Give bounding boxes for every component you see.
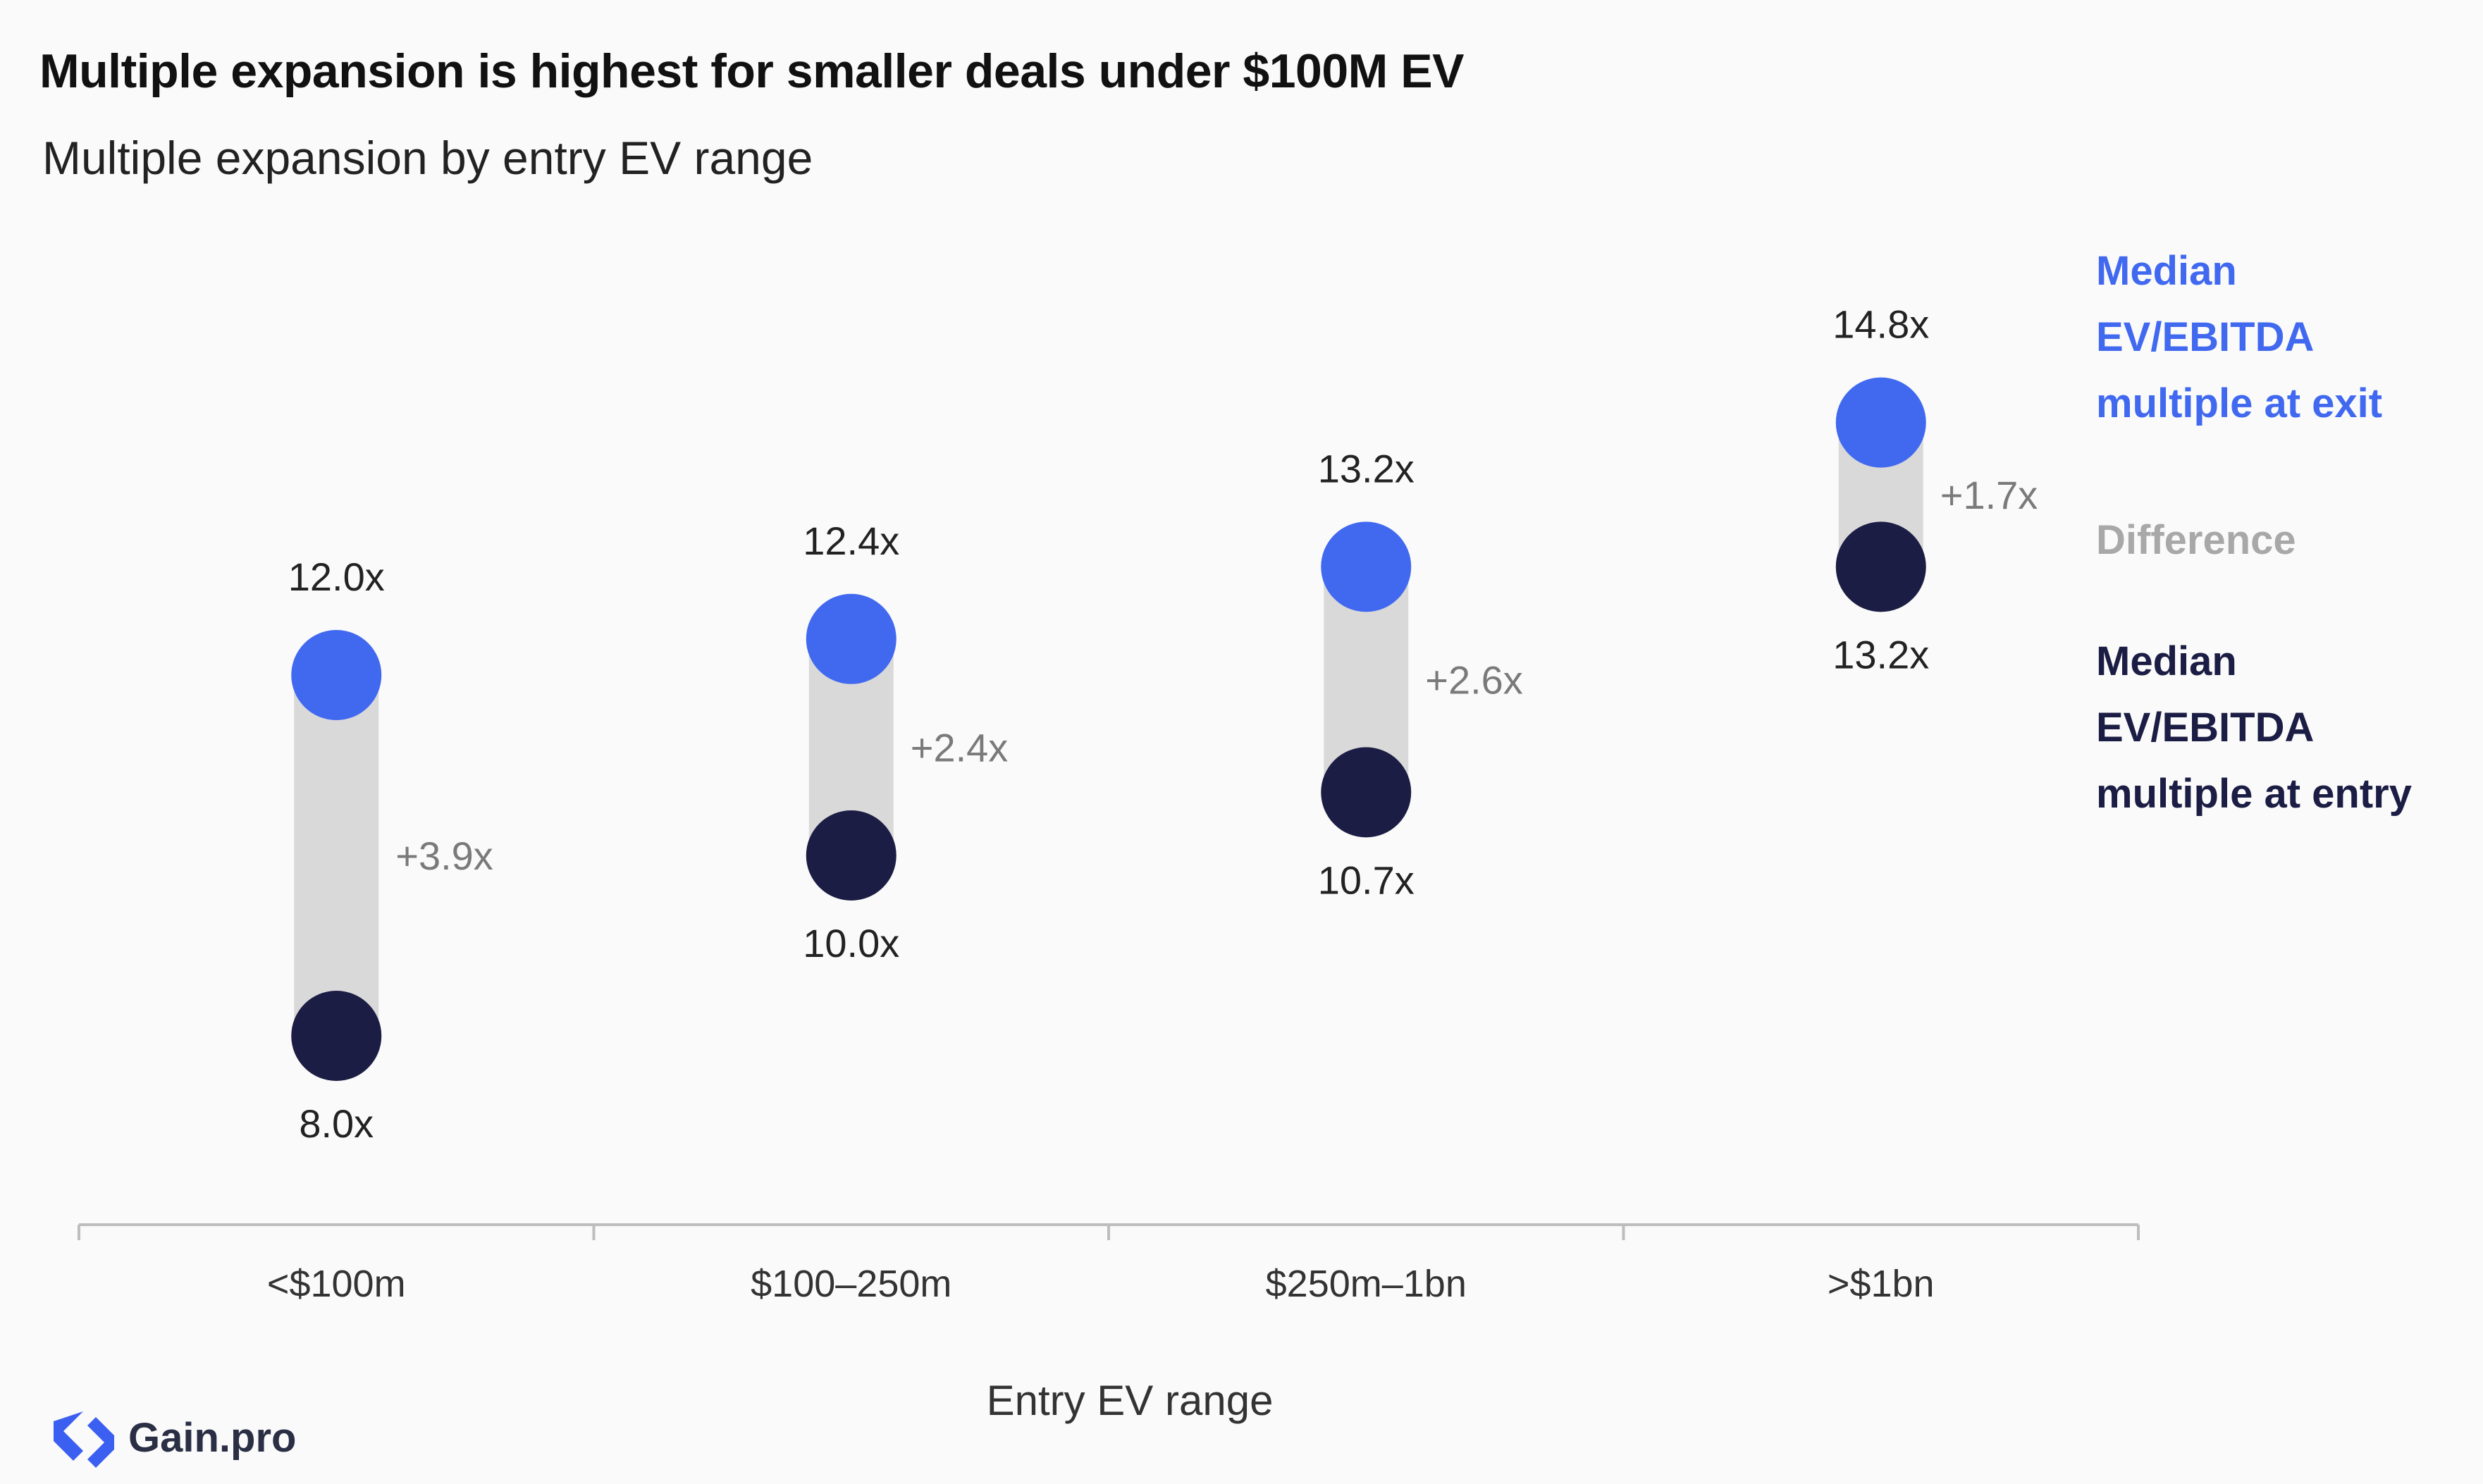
exit-value-label: 12.0x	[288, 555, 385, 599]
exit-dot	[1835, 377, 1926, 468]
difference-label: +2.6x	[1425, 657, 1523, 702]
entry-value-label: 10.0x	[803, 921, 899, 965]
legend-entry-line-2: EV/EBITDA	[2096, 705, 2315, 750]
difference-bar	[294, 675, 379, 1036]
x-axis-title: Entry EV range	[987, 1377, 1274, 1424]
exit-dot	[1321, 521, 1412, 612]
x-tick-label: $250m–1bn	[1266, 1263, 1467, 1305]
difference-label: +1.7x	[1940, 473, 2038, 517]
legend-exit-line-1: Median	[2096, 248, 2237, 294]
exit-dot	[291, 630, 382, 720]
legend-exit-line-2: EV/EBITDA	[2096, 314, 2315, 360]
gain-pro-logo-icon	[54, 1411, 114, 1468]
entry-value-label: 8.0x	[299, 1101, 374, 1146]
legend-exit: Median EV/EBITDA multiple at exit	[2096, 238, 2382, 437]
entry-dot	[291, 991, 382, 1081]
entry-dot	[1321, 747, 1412, 838]
chart-subtitle: Multiple expansion by entry EV range	[42, 132, 813, 184]
x-tick-label: >$1bn	[1828, 1263, 1935, 1305]
chart-title: Multiple expansion is highest for smalle…	[39, 44, 1464, 98]
entry-value-label: 13.2x	[1832, 632, 1929, 676]
exit-dot	[806, 593, 897, 684]
legend-difference: Difference	[2096, 517, 2296, 563]
legend-entry-line-1: Median	[2096, 638, 2237, 684]
entry-value-label: 10.7x	[1318, 858, 1415, 902]
exit-value-label: 14.8x	[1832, 302, 1929, 347]
legend-entry: Median EV/EBITDA multiple at entry	[2096, 629, 2412, 827]
exit-value-label: 13.2x	[1318, 446, 1415, 490]
entry-dot	[806, 810, 897, 901]
x-tick-label: <$100m	[267, 1263, 406, 1305]
exit-value-label: 12.4x	[803, 519, 899, 563]
legend-entry-line-3: multiple at entry	[2096, 771, 2412, 817]
legend-exit-line-3: multiple at exit	[2096, 381, 2383, 426]
difference-label: +3.9x	[395, 834, 493, 878]
entry-dot	[1835, 521, 1926, 612]
gain-pro-logo: Gain.pro	[52, 1402, 296, 1473]
logo-text: Gain.pro	[128, 1414, 297, 1461]
x-tick-label: $100–250m	[751, 1263, 951, 1305]
difference-label: +2.4x	[911, 725, 1009, 769]
